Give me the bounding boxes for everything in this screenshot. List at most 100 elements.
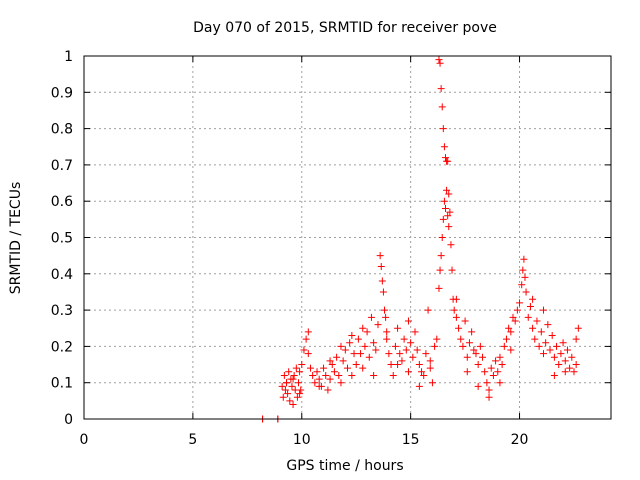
- data-point: [304, 350, 312, 358]
- data-point: [313, 368, 321, 376]
- data-point: [404, 368, 412, 376]
- data-point: [426, 357, 434, 365]
- data-point: [363, 328, 371, 336]
- data-point: [428, 379, 436, 387]
- data-point: [341, 346, 349, 354]
- data-point: [539, 306, 547, 314]
- data-point: [450, 306, 458, 314]
- data-point: [286, 397, 294, 405]
- data-point: [285, 368, 293, 376]
- data-point: [420, 371, 428, 379]
- chart-title: Day 070 of 2015, SRMTID for receiver pov…: [193, 20, 497, 36]
- data-point: [407, 339, 415, 347]
- data-point: [281, 386, 289, 394]
- data-point: [513, 306, 521, 314]
- x-axis-title: GPS time / hours: [286, 458, 403, 474]
- data-point: [382, 313, 390, 321]
- data-point: [359, 324, 367, 332]
- data-point: [438, 234, 446, 241]
- y-tick-label: 1: [64, 49, 73, 65]
- y-tick-label: 0.5: [51, 231, 73, 247]
- data-point: [337, 379, 345, 387]
- data-point: [518, 281, 526, 289]
- data-point: [485, 393, 493, 401]
- data-point: [337, 342, 345, 350]
- data-point: [436, 266, 444, 274]
- y-tick-label: 0.7: [51, 158, 73, 174]
- data-point: [376, 252, 384, 260]
- data-point: [289, 375, 297, 383]
- data-point: [519, 266, 527, 274]
- data-point: [381, 306, 389, 314]
- data-point: [326, 357, 334, 365]
- data-point: [344, 364, 351, 372]
- x-tick-label: 10: [293, 432, 311, 448]
- data-point: [485, 386, 493, 394]
- data-point: [359, 364, 367, 372]
- data-point: [474, 382, 482, 390]
- data-point: [315, 375, 323, 383]
- y-tick-label: 0: [64, 412, 73, 428]
- data-point: [346, 339, 354, 347]
- data-point: [292, 364, 300, 372]
- data-point: [529, 295, 537, 303]
- data-point: [559, 339, 567, 347]
- x-tick-label: 15: [402, 432, 420, 448]
- data-point: [436, 59, 444, 67]
- data-point: [326, 375, 334, 383]
- data-point: [533, 317, 541, 325]
- data-point: [522, 288, 530, 296]
- data-point: [481, 368, 489, 376]
- data-point: [437, 85, 445, 93]
- data-point: [444, 157, 452, 165]
- data-point: [546, 346, 554, 354]
- data-point: [459, 342, 467, 350]
- data-point: [280, 371, 288, 379]
- data-point: [561, 357, 569, 365]
- data-point: [300, 346, 308, 354]
- data-point: [465, 339, 473, 347]
- data-point: [468, 328, 476, 336]
- data-point: [354, 335, 362, 343]
- data-point: [411, 328, 419, 336]
- data-point: [357, 350, 365, 358]
- data-point: [328, 361, 336, 369]
- data-point: [296, 368, 304, 376]
- data-point: [448, 266, 456, 274]
- data-point: [418, 368, 426, 376]
- data-points: [259, 56, 582, 423]
- data-point: [302, 335, 310, 343]
- data-point: [322, 371, 330, 379]
- data-point: [445, 190, 453, 198]
- data-point: [279, 393, 287, 401]
- data-point: [361, 342, 369, 350]
- data-point: [537, 328, 545, 336]
- data-point: [404, 317, 412, 325]
- data-point: [524, 313, 532, 321]
- data-point: [370, 339, 378, 347]
- data-point: [489, 371, 497, 379]
- data-point: [330, 368, 338, 376]
- data-point: [335, 371, 343, 379]
- data-point: [509, 313, 517, 321]
- data-point: [457, 335, 465, 343]
- data-point: [561, 368, 569, 376]
- data-point: [284, 390, 292, 398]
- data-point: [574, 324, 582, 332]
- data-point: [439, 125, 447, 133]
- data-point: [372, 346, 380, 354]
- data-point: [553, 342, 561, 350]
- data-point: [435, 284, 443, 292]
- data-point: [507, 328, 515, 336]
- data-point: [315, 382, 323, 390]
- data-point: [389, 371, 397, 379]
- data-point: [439, 215, 447, 223]
- data-point: [557, 350, 565, 358]
- data-point: [563, 346, 571, 354]
- data-point: [500, 342, 508, 350]
- y-tick-label: 0.4: [51, 267, 73, 283]
- data-point: [339, 357, 347, 365]
- data-point: [548, 332, 556, 340]
- data-point: [306, 364, 314, 372]
